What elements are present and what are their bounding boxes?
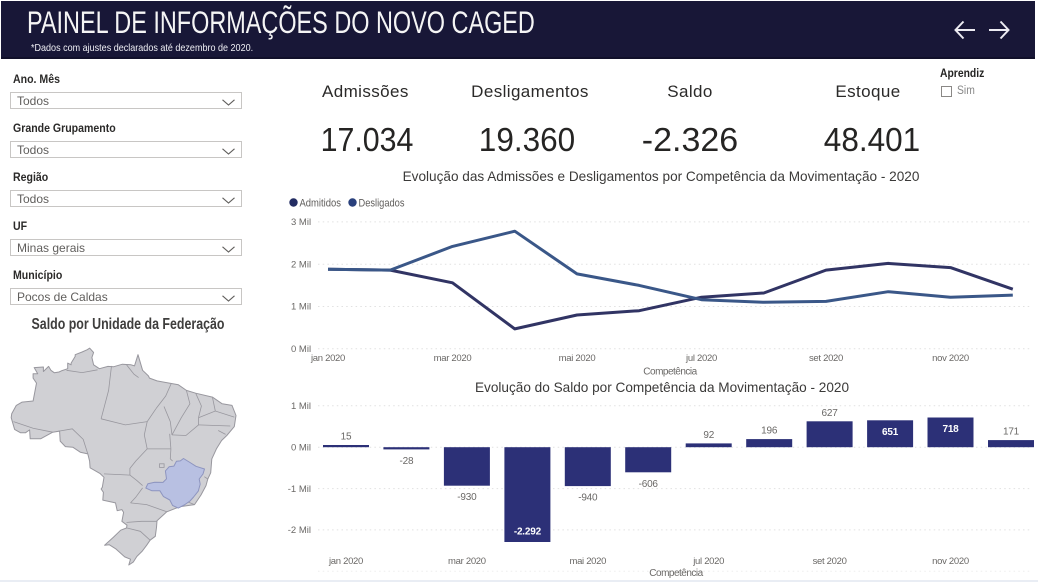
svg-text:mai 2020: mai 2020 (569, 556, 606, 567)
svg-text:jul 2020: jul 2020 (685, 353, 717, 364)
svg-text:mar 2020: mar 2020 (434, 353, 472, 364)
svg-text:jan 2020: jan 2020 (328, 556, 363, 567)
svg-text:mai 2020: mai 2020 (559, 353, 596, 364)
svg-text:-28: -28 (399, 456, 413, 467)
svg-text:-1 Mil: -1 Mil (288, 484, 311, 495)
svg-text:Evolução do Saldo por Competên: Evolução do Saldo por Competência da Mov… (475, 380, 849, 395)
svg-text:Competência: Competência (649, 568, 703, 579)
svg-text:1 Mil: 1 Mil (291, 401, 311, 412)
svg-text:651: 651 (882, 427, 899, 438)
svg-text:-2 Mil: -2 Mil (288, 525, 311, 536)
svg-text:Evolução das Admissões e Desli: Evolução das Admissões e Desligamentos p… (403, 169, 920, 184)
svg-text:nov 2020: nov 2020 (932, 353, 969, 364)
svg-text:nov 2020: nov 2020 (932, 556, 969, 567)
svg-text:Admitidos: Admitidos (300, 197, 342, 209)
svg-text:3 Mil: 3 Mil (291, 217, 311, 228)
svg-text:92: 92 (703, 430, 714, 441)
svg-text:set 2020: set 2020 (809, 353, 843, 364)
svg-text:-940: -940 (578, 493, 598, 504)
svg-text:15: 15 (341, 432, 352, 443)
svg-text:-2.292: -2.292 (514, 527, 542, 538)
svg-text:jul 2020: jul 2020 (692, 556, 724, 567)
svg-text:2 Mil: 2 Mil (291, 259, 311, 270)
svg-text:196: 196 (761, 426, 778, 437)
svg-text:171: 171 (1003, 427, 1020, 438)
svg-text:0 Mil: 0 Mil (291, 442, 311, 453)
svg-text:-606: -606 (639, 479, 659, 490)
svg-text:mar 2020: mar 2020 (448, 556, 486, 567)
svg-text:627: 627 (822, 408, 839, 419)
svg-text:0 Mil: 0 Mil (291, 344, 311, 355)
svg-text:718: 718 (942, 424, 959, 435)
svg-text:1 Mil: 1 Mil (291, 302, 311, 313)
svg-text:jan 2020: jan 2020 (310, 353, 345, 364)
svg-text:-930: -930 (457, 492, 477, 503)
svg-text:Competência: Competência (643, 367, 697, 378)
svg-text:Desligados: Desligados (359, 197, 405, 209)
svg-text:set 2020: set 2020 (813, 556, 847, 567)
